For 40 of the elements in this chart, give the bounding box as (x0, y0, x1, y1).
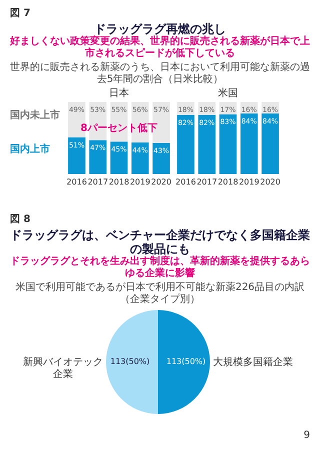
caption: 図 7 (10, 7, 32, 20)
x-tick-label: 2020 (151, 178, 172, 186)
slice-label: 新興バイオテック企業 (23, 356, 103, 380)
x-tick-label: 2018 (108, 178, 130, 186)
x-tick-label: 2016 (176, 178, 196, 186)
x-tick-label: 2019 (238, 178, 260, 186)
x-tick-label: 2019 (130, 178, 150, 186)
text: 世界的に販売される新薬のうち、日本において利用可能な新薬の過去5年間の割合（日米比較） (10, 62, 310, 86)
pie-slice (106, 310, 158, 414)
chart-title: ドラッグラグは、ベンチャー企業だけでなく多国籍企業の製品にも (10, 228, 310, 256)
bar (152, 143, 170, 174)
bar (110, 142, 128, 174)
x-tick-label: 2016 (66, 178, 87, 186)
text: 好ましくない政策変更の結果、世界的に販売される新薬が日本で上市されるスピードが低下している (10, 36, 310, 60)
data-label: 113(50%) (166, 357, 206, 366)
slice-label: 大規模多国籍企業 (213, 356, 293, 368)
x-tick-label: 2017 (88, 178, 108, 186)
annotation: 8パーセント低下 (80, 122, 158, 134)
bar (131, 142, 149, 174)
x-tick-label: 2017 (196, 178, 218, 186)
data-label: 113(50%) (110, 357, 150, 366)
x-tick-label: 2018 (218, 178, 238, 186)
series-label: 国内未上市 (10, 108, 61, 123)
caption: 図 8 (10, 213, 32, 226)
chart-subtitle: ドラッグラグとそれを生み出す制度は、革新的新薬を提供するあらゆる企業に影響 (10, 256, 310, 280)
chart-title: 米国 (218, 87, 238, 99)
bar (240, 114, 258, 174)
bar (198, 114, 216, 174)
series-label: 国内上市 (10, 142, 51, 157)
bar (68, 137, 86, 174)
pie-slice (158, 310, 210, 414)
text: 9 (302, 430, 310, 441)
bar (89, 140, 107, 174)
bar (262, 114, 279, 174)
bar (177, 114, 194, 174)
text: 米国で利用可能であるが日本で利用不可能な新薬226品目の内訳（企業タイプ別） (14, 282, 306, 306)
x-tick-label: 2020 (260, 178, 280, 186)
chart-title: 日本 (109, 87, 129, 99)
text: ドラッグラグ再燃の兆し (94, 22, 227, 36)
bar (219, 114, 237, 174)
